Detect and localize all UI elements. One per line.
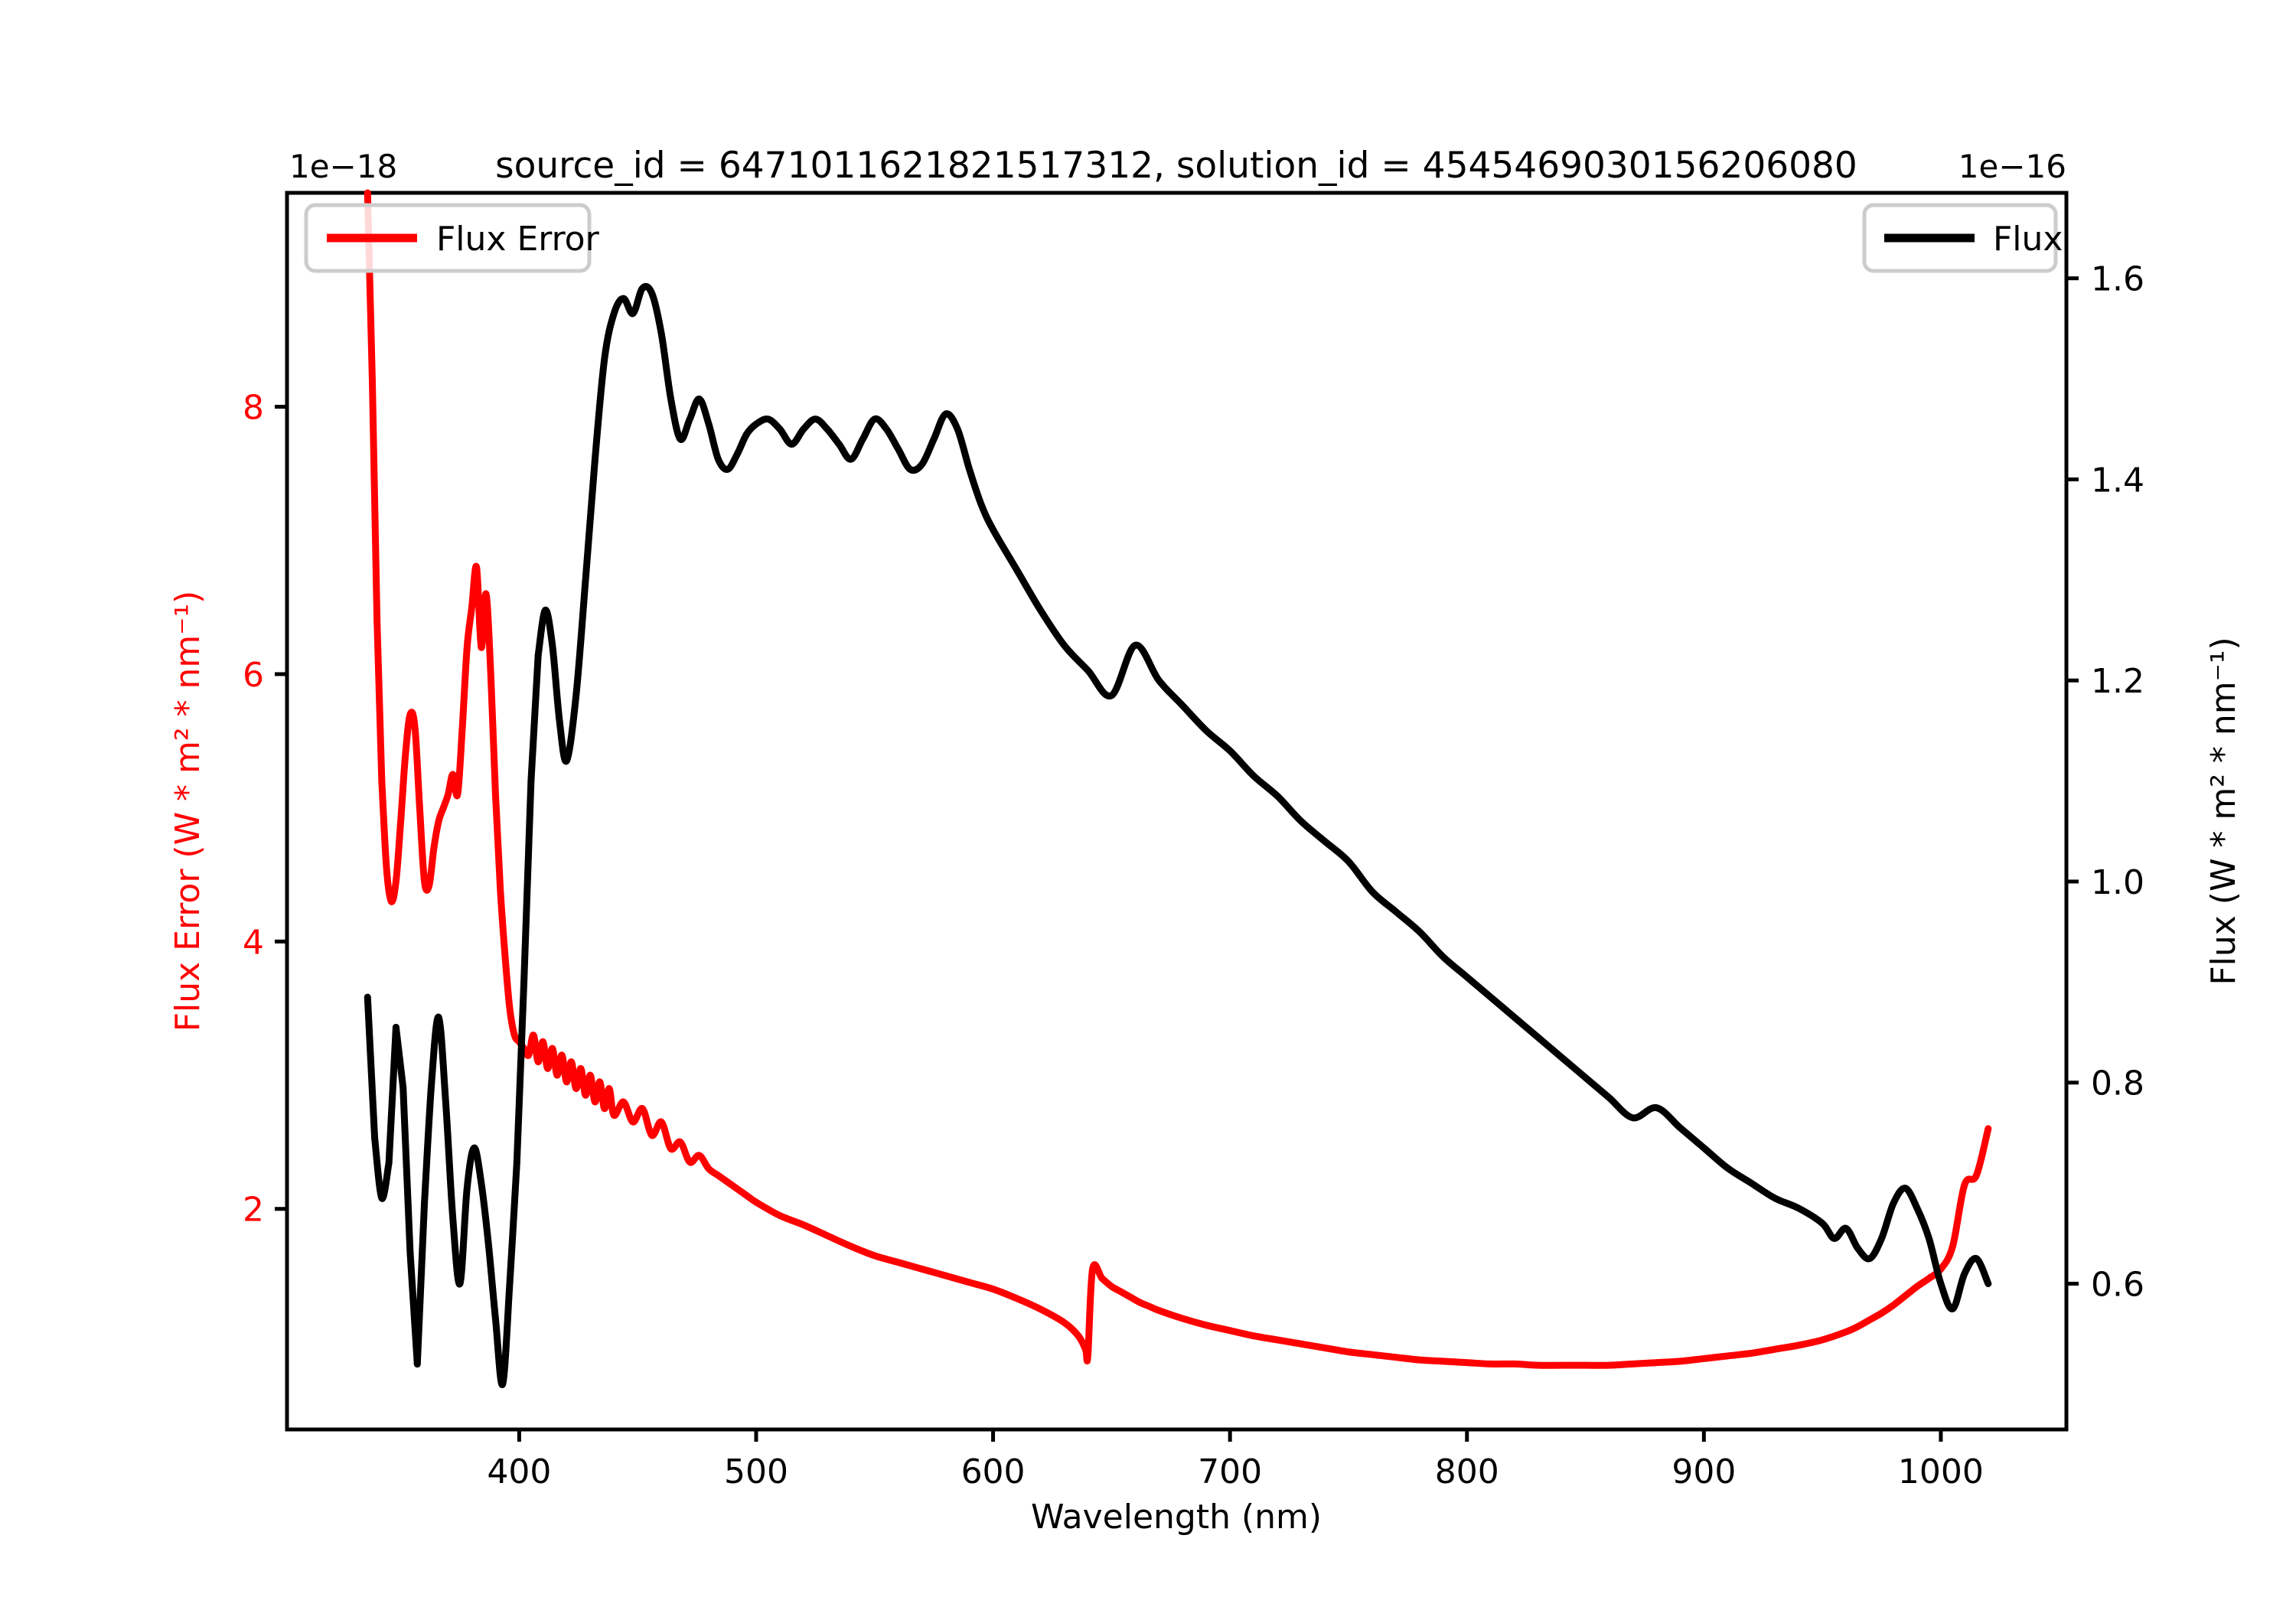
right-axis-offset-label: 1e−16: [1958, 148, 2066, 185]
flux-line: [421, 1013, 520, 1388]
flux-error-line: [378, 562, 1992, 1369]
x-tick-label: 800: [1435, 1452, 1499, 1491]
series-discontinuity-connector: [368, 376, 381, 624]
left-y-tick-label: 4: [243, 923, 264, 962]
page-title: source_id = 6471011621821517312, solutio…: [495, 145, 1857, 187]
x-tick-label: 500: [724, 1452, 788, 1491]
flux-line: [371, 1134, 393, 1202]
right-y-tick-label: 1.6: [2091, 260, 2144, 299]
right-y-axis-label: Flux (W * m² * nm⁻¹): [2204, 637, 2243, 985]
flux-line: [534, 282, 1992, 1312]
series-discontinuity-connector: [364, 993, 379, 1142]
series-discontinuity-connector: [513, 978, 528, 1167]
x-tick-label: 1000: [1898, 1452, 1984, 1491]
series-discontinuity-connector: [413, 1199, 429, 1368]
data-series-group: [364, 189, 1992, 1388]
left-y-tick-label: 6: [243, 656, 264, 695]
x-tick-label: 600: [961, 1452, 1026, 1491]
series-discontinuity-connector: [373, 617, 386, 785]
legend-flux[interactable]: Flux: [1862, 203, 2063, 273]
legend-flux-error[interactable]: Flux Error: [304, 203, 600, 273]
legend-flux-error-label: Flux Error: [436, 220, 600, 259]
series-discontinuity-connector: [527, 651, 542, 785]
series-flux: [364, 282, 1992, 1388]
series-discontinuity-connector: [520, 777, 535, 986]
x-tick-label: 400: [487, 1452, 551, 1491]
axis-ticks: 400 500 600 700 800 900 1000 2 4 6 8 0.6 0.8 1.0 1.2 1.…: [243, 260, 2144, 1491]
series-discontinuity-connector: [400, 1084, 414, 1257]
left-y-tick-label: 8: [243, 389, 264, 428]
left-y-tick-label: 2: [243, 1191, 264, 1230]
x-tick-label: 900: [1671, 1452, 1736, 1491]
right-y-tick-label: 0.6: [2091, 1265, 2144, 1304]
right-y-tick-label: 0.8: [2091, 1064, 2144, 1103]
right-y-tick-label: 1.4: [2091, 461, 2144, 500]
plot-area-border: [285, 191, 2069, 1432]
series-discontinuity-connector: [385, 1023, 400, 1167]
right-y-tick-label: 1.2: [2091, 662, 2144, 701]
legend-flux-label: Flux: [1993, 220, 2063, 259]
x-tick-label: 700: [1198, 1452, 1262, 1491]
x-axis-label: Wavelength (nm): [1031, 1498, 1322, 1537]
right-y-tick-label: 1.0: [2091, 863, 2144, 902]
legend-flux-error-box: [304, 203, 592, 273]
left-axis-offset-label: 1e−18: [289, 148, 397, 185]
left-y-axis-label: Flux Error (W * m² * nm⁻¹): [168, 591, 207, 1032]
